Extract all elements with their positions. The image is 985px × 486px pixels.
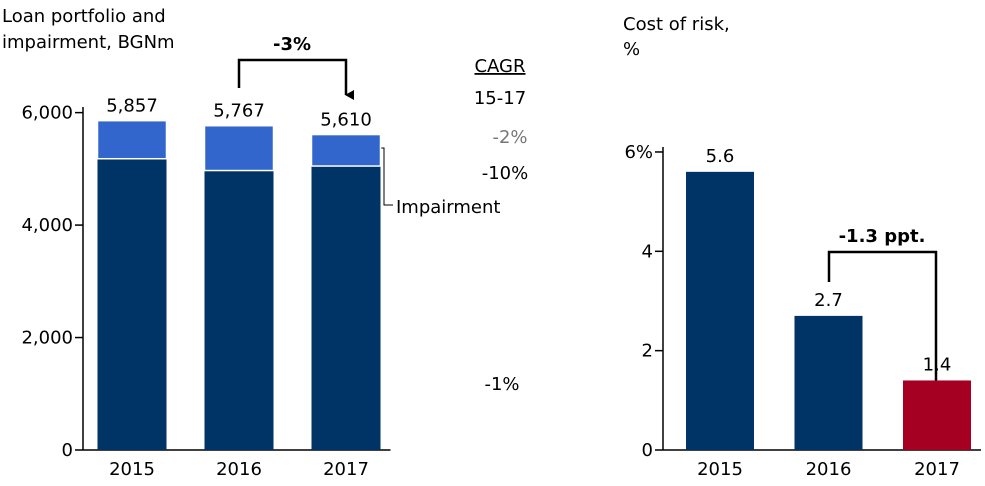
bar-segment	[97, 158, 167, 450]
change-label: -3%	[273, 34, 311, 55]
y-tick-label: 4,000	[21, 215, 73, 236]
y-tick-label: 2	[642, 341, 653, 362]
cagr-period: 15-17	[474, 88, 526, 109]
bar-segment	[204, 170, 274, 450]
change-label-right: -1.3 ppt.	[839, 226, 926, 247]
y-tick-label: 6%	[624, 142, 653, 163]
y-tick-label: 6,000	[21, 103, 73, 124]
x-tick-label: 2015	[697, 459, 743, 480]
value-label: 5.6	[706, 146, 735, 167]
x-tick-label: 2017	[914, 459, 960, 480]
bar-segment	[310, 133, 382, 167]
left-title-1: Loan portfolio and	[2, 6, 166, 27]
x-tick-label: 2016	[806, 459, 852, 480]
total-label: 5,767	[213, 101, 265, 122]
bar	[686, 171, 754, 450]
change-bracket	[237, 58, 354, 100]
right-title-2: %	[623, 39, 640, 60]
impairment-label: Impairment	[396, 197, 500, 218]
bar-segment	[203, 124, 275, 172]
y-tick-label: 0	[642, 440, 653, 461]
right-title-1: Cost of risk,	[623, 14, 730, 35]
bar-segment	[311, 166, 381, 450]
total-label: 5,610	[320, 110, 372, 131]
total-label: 5,857	[106, 96, 158, 117]
value-label: 2.7	[814, 290, 843, 311]
cagr-header: CAGR	[474, 56, 525, 77]
y-tick-label: 2,000	[21, 328, 73, 349]
bar-segment	[96, 119, 168, 160]
left-title-2: impairment, BGNm	[2, 32, 175, 53]
value-label: 1.4	[923, 354, 952, 375]
cagr-total: -2%	[492, 127, 527, 148]
bar	[794, 315, 863, 450]
x-tick-label: 2016	[216, 459, 262, 480]
x-tick-label: 2015	[109, 459, 155, 480]
x-tick-label: 2017	[323, 459, 369, 480]
change-bracket-right	[827, 250, 944, 437]
cagr-impairment: -10%	[482, 163, 529, 184]
y-tick-label: 0	[62, 440, 73, 461]
cagr-loans: -1%	[484, 374, 519, 395]
y-tick-label: 4	[642, 241, 653, 262]
bar	[903, 380, 971, 450]
